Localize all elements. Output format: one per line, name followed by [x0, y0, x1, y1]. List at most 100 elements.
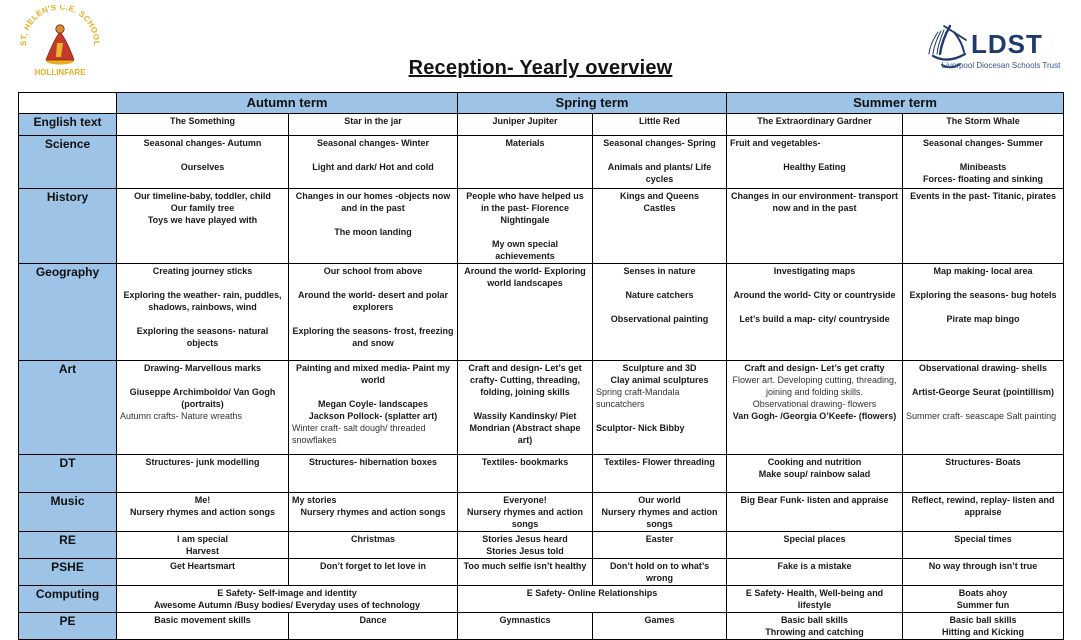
cell-text: Summer fun: [956, 600, 1010, 610]
content-cell: The Storm Whale: [902, 113, 1065, 136]
cell-text: Sculptor- Nick Bibby: [596, 423, 685, 433]
content-cell: E Safety- Online Relationships: [457, 585, 728, 613]
content-cell: Too much selfie isn’t healthy: [457, 558, 594, 586]
blank-line: [461, 398, 589, 410]
content-cell: Basic movement skills: [116, 612, 289, 640]
cell-text: Fake is a mistake: [777, 561, 852, 571]
cell-text: Exploring the seasons- bug hotels: [909, 290, 1057, 300]
cell-text: Textiles- bookmarks: [481, 457, 569, 467]
content-cell: People who have helped us in the past- F…: [457, 188, 594, 264]
cell-text: Our family tree: [170, 203, 235, 213]
cell-text: Awesome Autumn /Busy bodies/ Everyday us…: [153, 600, 421, 610]
cell-text: Basic movement skills: [154, 615, 251, 625]
cell-text: Don’t forget to let love in: [320, 561, 426, 571]
cell-text: Wassily Kandinsky/ Piet Mondrian (Abstra…: [469, 411, 581, 445]
content-cell: My stories Nursery rhymes and action song…: [287, 492, 459, 532]
cell-text: Animals and plants/ Life cycles: [607, 162, 712, 184]
content-cell: Reflect, rewind, replay- listen and appr…: [902, 492, 1065, 532]
cell-text: Drawing- Marvellous marks: [143, 363, 262, 373]
cell-text: Minibeasts: [959, 162, 1007, 172]
cell-text: Seasonal changes- Winter: [317, 138, 429, 148]
content-cell: Little Red: [592, 113, 728, 136]
cell-text: Make soup/ rainbow salad: [758, 469, 871, 479]
cell-text: Senses in nature: [623, 266, 696, 276]
cell-text: Structures- junk modelling: [145, 457, 260, 467]
cell-text: Investigating maps: [773, 266, 856, 276]
cell-text: Painting and mixed media- Paint my world: [295, 363, 451, 385]
cell-text: Forces- floating and sinking: [923, 174, 1044, 184]
table-row: Geography Creating journey sticks Explorin…: [18, 263, 1065, 361]
term-header-autumn: Autumn term: [115, 92, 459, 114]
blank-line: [906, 149, 1060, 161]
term-header-summer: Summer term: [726, 92, 1065, 114]
trust-acronym: LDST: [971, 29, 1043, 59]
cell-text: Harvest: [185, 546, 220, 556]
cell-text: Stories Jesus told: [486, 546, 564, 556]
content-cell: Changes in our environment- transport no…: [726, 188, 904, 264]
curriculum-table: Autumn term Spring term Summer term English…: [18, 92, 1065, 640]
cell-text: Don’t hold on to what’s wrong: [609, 561, 710, 583]
cell-text: Exploring the weather- rain, puddles, sh…: [123, 290, 282, 312]
cell-text: Autumn crafts- Nature wreaths: [120, 411, 243, 421]
content-cell: Structures- hibernation boxes: [287, 454, 459, 493]
content-cell: Stories Jesus heard Stories Jesus told: [457, 531, 594, 559]
content-cell: Christmas: [287, 531, 459, 559]
cell-text: Too much selfie isn’t healthy: [463, 561, 587, 571]
trust-name: Liverpool Diocesan Schools Trust: [942, 61, 1062, 70]
content-cell: Fake is a mistake: [726, 558, 904, 586]
cell-text: Get Heartsmart: [169, 561, 236, 571]
cell-text: Around the world- desert and polar explo…: [298, 290, 449, 312]
cell-text: Special places: [783, 534, 846, 544]
cell-text: E Safety- Self-image and identity: [217, 588, 357, 598]
content-cell: Cooking and nutrition Make soup/ rainbow …: [726, 454, 904, 493]
cell-text: Materials: [505, 138, 545, 148]
content-cell: Structures- Boats: [902, 454, 1065, 493]
cell-text: Nursery rhymes and action songs: [466, 507, 584, 529]
content-cell: Textiles- Flower threading: [592, 454, 728, 493]
cell-text: Basic ball skills: [949, 615, 1017, 625]
blank-line: [730, 277, 899, 289]
term-header-row: Autumn term Spring term Summer term: [18, 92, 1065, 114]
content-cell: Our world Nursery rhymes and action songs: [592, 492, 728, 532]
table-row: Science Seasonal changes- Autumn Ourselves…: [18, 135, 1065, 189]
content-cell: I am special Harvest: [116, 531, 289, 559]
content-cell: Boats ahoy Summer fun: [902, 585, 1065, 613]
blank-line: [120, 374, 285, 386]
table-row: History Our timeline-baby, toddler, child…: [18, 188, 1065, 264]
cell-text: Healthy Eating: [783, 162, 846, 172]
content-cell: E Safety- Health, Well-being and lifesty…: [726, 585, 904, 613]
cell-text: Observational drawing- shells: [918, 363, 1048, 373]
cell-text: E Safety- Health, Well-being and lifesty…: [745, 588, 884, 610]
cell-text: Around the world- City or countryside: [733, 290, 896, 300]
content-cell: No way through isn’t true: [902, 558, 1065, 586]
cell-text: E Safety- Online Relationships: [526, 588, 658, 598]
cell-text: Changes in our homes -objects now and in…: [295, 191, 451, 213]
cell-text: Dance: [359, 615, 387, 625]
subject-cell: DT: [18, 454, 117, 493]
table-row: English text The Something Star in the jar…: [18, 113, 1065, 136]
cell-text: Textiles- Flower threading: [604, 457, 715, 467]
blank-line: [596, 277, 723, 289]
blank-line: [292, 149, 454, 161]
cell-text: Seasonal changes- Spring: [603, 138, 716, 148]
content-cell: Dance: [287, 612, 459, 640]
cell-text: Christmas: [351, 534, 396, 544]
content-cell: E Safety- Self-image and identity Awesome…: [115, 585, 459, 613]
cell-text: Clay animal sculptures: [610, 375, 709, 385]
cell-text: Observational drawing- flowers: [752, 399, 877, 409]
content-cell: Seasonal changes- Winter Light and dark/ …: [287, 135, 459, 189]
cell-text: Artist-George Seurat (pointillism): [912, 387, 1055, 397]
ship-icon: [928, 24, 967, 69]
blank-line: [596, 149, 723, 161]
content-cell: Big Bear Funk- listen and appraise: [726, 492, 904, 532]
cell-text: Our school from above: [323, 266, 423, 276]
cell-text: Exploring the seasons- natural objects: [136, 326, 269, 348]
cell-text: Jackson Pollock- (splatter art): [308, 411, 438, 421]
subject-cell: Science: [18, 135, 117, 189]
blank-line: [461, 226, 589, 238]
content-cell: Gymnastics: [457, 612, 594, 640]
table-row: PE Basic movement skills Dance Gymnastics Ga…: [18, 612, 1065, 640]
cell-text: The Extraordinary Gardner: [757, 116, 872, 126]
content-cell: Observational drawing- shells Artist-Geor…: [902, 360, 1065, 455]
cell-text: Juniper Jupiter: [492, 116, 558, 126]
